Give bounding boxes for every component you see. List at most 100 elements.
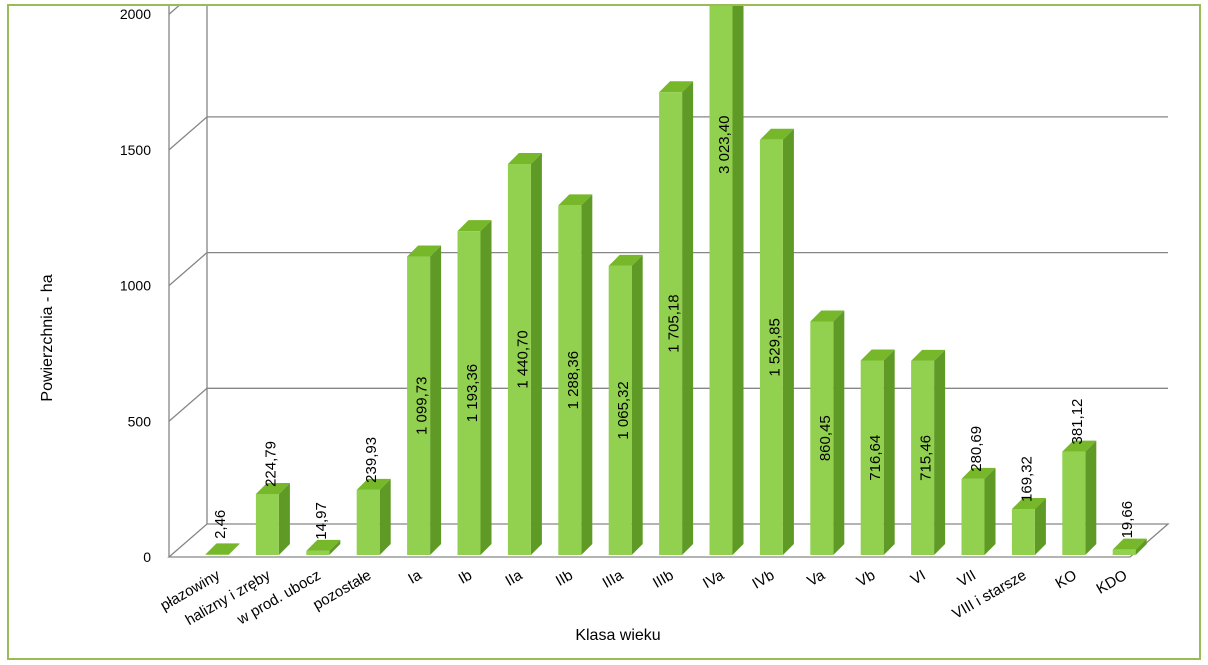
bar-top	[759, 128, 794, 140]
category-label: IIIa	[600, 566, 627, 591]
y-axis-ticks: 0500100015002000250030003500	[120, 6, 151, 565]
bar-front	[306, 550, 330, 555]
bar-top	[1112, 538, 1147, 550]
bar-top	[457, 220, 492, 232]
bar	[356, 478, 391, 555]
gridlines	[167, 6, 1170, 558]
bar	[457, 220, 492, 555]
y-tick-label: 1500	[120, 142, 151, 158]
bar-side	[1034, 498, 1046, 555]
bar	[961, 467, 996, 555]
bars	[205, 6, 1147, 556]
y-tick-label: 2000	[120, 6, 151, 22]
bar	[1112, 538, 1147, 555]
category-label: pozostałe	[310, 567, 374, 614]
bar-top	[659, 81, 694, 93]
bar-side	[682, 81, 694, 556]
bar-front	[407, 256, 431, 555]
bar	[306, 539, 341, 555]
data-label: 14,97	[313, 502, 330, 540]
category-label: Ib	[456, 567, 475, 588]
gridline	[167, 523, 1170, 558]
category-label: IVb	[749, 567, 777, 593]
bar-side	[782, 128, 794, 555]
bar-top	[608, 254, 643, 266]
bar-top	[407, 245, 442, 257]
bar-front	[759, 139, 783, 555]
bar	[709, 6, 744, 556]
bar	[759, 128, 794, 555]
bar-top	[205, 543, 240, 555]
data-label: 3 023,40	[716, 116, 733, 174]
bar-front	[608, 265, 632, 555]
bar	[507, 152, 542, 555]
bar-top	[255, 482, 290, 494]
bar-top	[961, 467, 996, 479]
bar	[659, 81, 694, 556]
bar-front	[507, 163, 531, 555]
bar	[1062, 440, 1097, 555]
data-label: 19,66	[1119, 501, 1136, 539]
data-label: 239,93	[363, 437, 380, 483]
bar-front	[1112, 549, 1136, 555]
data-label: 1 440,70	[514, 330, 531, 388]
bar-front	[659, 92, 683, 556]
bar-side	[732, 6, 744, 555]
bar-front	[860, 360, 884, 555]
bar-top	[860, 349, 895, 361]
gridline	[168, 6, 180, 15]
bar	[255, 482, 290, 555]
category-label: KO	[1053, 567, 1080, 593]
bar-top	[558, 194, 593, 206]
bar-side	[1085, 440, 1097, 555]
data-label: 1 099,73	[414, 377, 431, 435]
bar-top	[356, 478, 391, 490]
data-label: 2,46	[212, 510, 229, 539]
bar-side	[581, 194, 593, 555]
data-label: 1 288,36	[565, 351, 582, 409]
bar-chart: 0500100015002000250030003500 2,46224,791…	[39, 6, 1170, 644]
bar-side	[984, 467, 996, 555]
data-label: 716,64	[867, 435, 884, 481]
bar-front	[457, 231, 481, 555]
bar	[860, 349, 895, 555]
category-label: Va	[804, 566, 828, 590]
data-label: 169,32	[1018, 456, 1035, 502]
bar-top	[810, 310, 845, 322]
data-label: 1 065,32	[615, 381, 632, 439]
data-label: 1 193,36	[464, 364, 481, 422]
bar	[810, 310, 845, 555]
bar-side	[883, 349, 895, 555]
bar-top	[911, 349, 946, 361]
data-labels: 2,46 224,79 14,97 239,93 1 099,73 1 193,36 1 4…	[212, 116, 1136, 540]
category-label: IIb	[553, 567, 576, 590]
category-label: VI	[908, 567, 929, 589]
bar-front	[810, 321, 834, 555]
data-label: 224,79	[262, 441, 279, 487]
bar-front	[255, 493, 279, 555]
data-label: 1 705,18	[666, 294, 683, 352]
data-label: 381,12	[1069, 399, 1086, 445]
bar	[1011, 498, 1046, 555]
data-label: 1 529,85	[766, 318, 783, 376]
bar-side	[278, 482, 290, 555]
data-label: 280,69	[968, 426, 985, 472]
y-tick-label: 0	[143, 549, 151, 565]
bar-front	[205, 554, 229, 555]
bar	[558, 194, 593, 555]
bar-front	[911, 360, 935, 555]
bar-side	[1135, 538, 1147, 555]
bar-front	[558, 205, 582, 555]
bar-side	[631, 254, 643, 556]
bar-top	[1062, 440, 1097, 452]
data-label: 860,45	[817, 415, 834, 461]
bar-front	[1011, 509, 1035, 555]
bar-side	[379, 478, 391, 555]
category-label: KDO	[1094, 567, 1131, 598]
bar-side	[530, 152, 542, 555]
bar	[911, 349, 946, 555]
bar-side	[833, 310, 845, 555]
bar-side	[934, 349, 946, 555]
category-label: Vb	[854, 567, 878, 591]
bar-top	[507, 152, 542, 164]
